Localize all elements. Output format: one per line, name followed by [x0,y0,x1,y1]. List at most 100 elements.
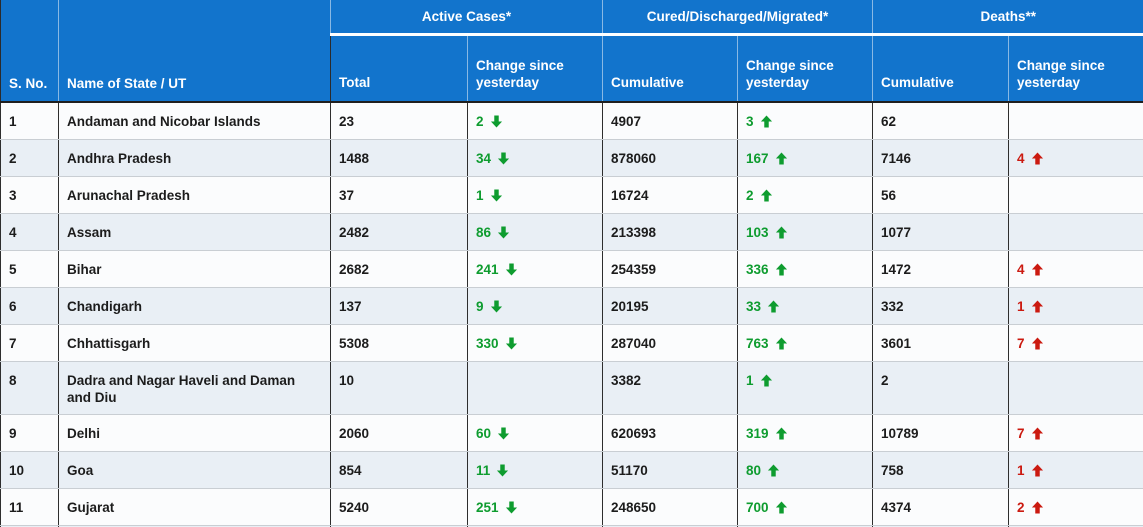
table-body: 1 Andaman and Nicobar Islands 23 2 4907 … [0,102,1143,527]
cell-deaths-cumulative: 332 [872,287,1010,325]
change-indicator: 241 [476,261,518,278]
cell-cured-change: 700 [737,488,874,526]
arrow-up-icon [775,427,787,440]
cell-state-name: Andhra Pradesh [58,139,331,177]
cell-serial-number: 3 [0,176,59,214]
cell-cured-change: 319 [737,414,874,452]
cell-active-change: 251 [467,488,603,526]
change-indicator: 1 [1017,462,1044,479]
arrow-up-icon [775,226,787,239]
change-value: 167 [746,151,769,166]
cell-cured-cumulative: 287040 [602,324,738,362]
cell-empty [602,525,738,527]
cell-cured-change: 763 [737,324,874,362]
change-value: 86 [476,225,492,240]
header-group-deaths: Deaths** [872,0,1143,36]
cell-empty [58,525,331,527]
cell-deaths-cumulative: 56 [872,176,1010,214]
table-row: 5 Bihar 2682 241 254359 336 1472 4 [0,250,1143,288]
cell-serial-number: 9 [0,414,59,452]
cell-state-name: Goa [58,451,331,489]
change-indicator: 763 [746,335,788,352]
cell-active-change: 9 [467,287,603,325]
table-row: 6 Chandigarh 137 9 20195 33 332 1 [0,287,1143,325]
change-indicator: 9 [476,298,503,315]
arrow-down-icon [490,189,502,202]
cell-active-total: 23 [330,102,468,140]
arrow-down-icon [490,300,502,313]
change-indicator: 4 [1017,261,1044,278]
arrow-down-icon [490,115,502,128]
header-active-change: Change since yesterday [467,34,603,103]
cell-deaths-cumulative: 4374 [872,488,1010,526]
cell-active-change: 86 [467,213,603,251]
cell-cured-change: 167 [737,139,874,177]
cell-cured-cumulative: 4907 [602,102,738,140]
change-value: 80 [746,463,762,478]
cell-empty [330,525,468,527]
change-indicator: 103 [746,224,788,241]
change-value: 319 [746,426,769,441]
arrow-down-icon [497,427,510,440]
arrow-up-icon [775,501,787,514]
arrow-down-icon [497,152,510,165]
table-row: 8 Dadra and Nagar Haveli and Daman and D… [0,361,1143,415]
table-header: S. No. Name of State / UT Active Cases* … [0,0,1143,103]
cell-serial-number: 2 [0,139,59,177]
change-value: 34 [476,151,492,166]
arrow-up-icon [775,337,787,350]
header-group-cured: Cured/Discharged/Migrated* [601,0,873,36]
arrow-up-icon [1031,300,1043,313]
arrow-down-icon [497,464,509,477]
arrow-up-icon [1031,337,1043,350]
change-indicator: 60 [476,425,510,442]
arrow-up-icon [767,464,780,477]
arrow-up-icon [1031,263,1043,276]
arrow-down-icon [505,501,517,514]
cell-cured-cumulative: 213398 [602,213,738,251]
cell-empty [872,525,1010,527]
cell-state-name: Bihar [58,250,331,288]
arrow-up-icon [760,189,772,202]
cell-cured-cumulative: 16724 [602,176,738,214]
cell-active-total: 10 [330,361,468,415]
change-value: 1 [746,373,754,388]
arrow-up-icon [760,374,772,387]
cell-active-change: 1 [467,176,603,214]
change-value: 11 [476,463,491,478]
cell-deaths-cumulative: 2 [872,361,1010,415]
change-indicator: 251 [476,499,518,516]
change-indicator: 700 [746,499,788,516]
cell-deaths-change: 4 [1008,250,1143,288]
cell-cured-change: 336 [737,250,874,288]
header-cured-cumulative: Cumulative [602,34,738,103]
change-value: 9 [476,299,484,314]
header-serial-number: S. No. [0,0,59,103]
cell-cured-cumulative: 878060 [602,139,738,177]
cell-deaths-cumulative: 3601 [872,324,1010,362]
change-indicator: 7 [1017,425,1044,442]
header-state-name: Name of State / UT [58,0,331,103]
header-active-total: Total [330,34,468,103]
cell-deaths-change: 1 [1008,451,1143,489]
cell-state-name: Arunachal Pradesh [58,176,331,214]
cell-cured-change: 103 [737,213,874,251]
change-value: 2 [476,114,484,129]
change-value: 7 [1017,426,1025,441]
cell-state-name: Dadra and Nagar Haveli and Daman and Diu [58,361,331,415]
cell-active-total: 854 [330,451,468,489]
change-indicator: 167 [746,150,788,167]
change-value: 103 [746,225,769,240]
arrow-up-icon [760,115,772,128]
table-row: 10 Goa 854 11 51170 80 758 1 [0,451,1143,489]
cell-cured-cumulative: 51170 [602,451,738,489]
cell-deaths-cumulative: 1472 [872,250,1010,288]
cell-active-total: 2682 [330,250,468,288]
cell-cured-cumulative: 620693 [602,414,738,452]
cell-state-name: Andaman and Nicobar Islands [58,102,331,140]
cell-empty [0,525,59,527]
cell-active-change: 34 [467,139,603,177]
arrow-up-icon [1031,152,1043,165]
cell-deaths-cumulative: 1077 [872,213,1010,251]
